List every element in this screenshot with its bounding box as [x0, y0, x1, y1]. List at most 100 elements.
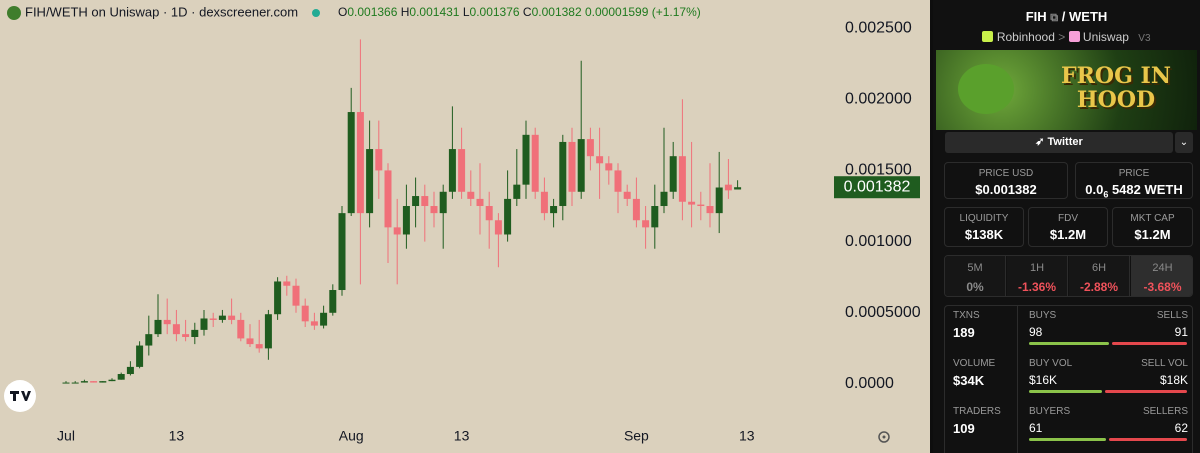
x-tick-label: 13: [169, 428, 185, 444]
banner: FROG IN HOOD: [936, 50, 1197, 130]
change: 0.00001599 (+1.17%): [585, 5, 701, 19]
dex-icon: [1068, 31, 1080, 42]
price-native: PRICE 0.06 5482 WETH: [1075, 162, 1193, 200]
last-price-box: [834, 176, 920, 199]
label: LIQUIDITY: [959, 213, 1009, 224]
label: 24H: [1152, 262, 1173, 274]
candle-body: [485, 206, 493, 221]
candle-body: [596, 156, 604, 164]
x-tick-label: Aug: [339, 428, 364, 444]
candle-body: [154, 319, 162, 335]
candle-body: [651, 206, 659, 228]
candle-body: [356, 112, 364, 214]
tab[interactable]: 1H -1.36%: [1007, 256, 1068, 296]
left-label: BUY VOL: [1029, 358, 1073, 369]
value: -1.36%: [1017, 280, 1057, 294]
ohlc: O0.001366 H0.001431 L0.001376 C0.001382 …: [338, 5, 701, 19]
candle-body: [292, 285, 300, 306]
value: -2.88%: [1079, 280, 1119, 294]
candle-body: [458, 149, 466, 192]
banner-line: FROG IN: [1061, 63, 1171, 89]
candle-body: [678, 156, 686, 202]
copy-icon[interactable]: ⧉: [1050, 12, 1059, 24]
price-usd: PRICE USD $0.001382: [944, 162, 1068, 199]
candle-body: [586, 139, 594, 157]
candle-body: [467, 191, 475, 199]
candle-body: [228, 315, 236, 320]
settings-icon[interactable]: [878, 431, 890, 443]
tabs: 5M 0% 1H -1.36% 6H -2.88% 24H -3.68%: [944, 255, 1193, 297]
ohlc-value: 0.001376: [470, 5, 520, 19]
banner-text: FROG IN HOOD: [1041, 64, 1191, 112]
y-tick-label: 0.002000: [845, 90, 912, 107]
candle-body: [421, 196, 429, 207]
candle-body: [494, 220, 502, 235]
label: 6H: [1091, 262, 1107, 274]
y-tick-label: 0.0005000: [845, 304, 921, 321]
metric: LIQUIDITY $138K: [944, 207, 1024, 247]
x-tick-label: 13: [739, 428, 755, 444]
tab[interactable]: 24H -3.68%: [1131, 256, 1192, 296]
candle-body: [117, 374, 125, 380]
pair-logo: [7, 6, 21, 20]
twitter-button[interactable]: ➶ Twitter: [945, 132, 1173, 153]
stat-label: VOLUME: [953, 358, 996, 369]
x-tick-label: 13: [454, 428, 470, 444]
dropdown[interactable]: ⌄: [1175, 132, 1193, 153]
candle-body: [706, 206, 714, 214]
y-tick-label: 0.0000: [845, 375, 894, 392]
candle-body: [632, 198, 640, 221]
candle-body: [320, 312, 328, 326]
candle-body: [310, 321, 318, 326]
candle-body: [264, 314, 272, 349]
candle-body: [366, 149, 374, 214]
candle-body: [329, 290, 337, 313]
dex[interactable]: Uniswap: [1082, 30, 1129, 44]
chart-header: FIH/WETH on Uniswap · 1D · dexscreener.c…: [25, 4, 298, 19]
x-tick-label: Jul: [57, 428, 75, 444]
sell-bar: [1108, 438, 1187, 441]
candle-body: [163, 319, 171, 325]
candle-body: [559, 141, 567, 207]
candle-body: [448, 149, 456, 192]
candle-body: [338, 213, 346, 291]
candle-body: [200, 318, 208, 330]
candle-body: [209, 318, 217, 320]
candle-body: [724, 184, 732, 191]
tab[interactable]: 6H -2.88%: [1069, 256, 1130, 296]
value: 0.06 5482 WETH: [1076, 182, 1192, 200]
candle-body: [191, 329, 199, 337]
settings-icon-dot: [882, 435, 886, 439]
buy-bar: [1029, 342, 1110, 345]
candle-body: [274, 281, 282, 315]
ohlc-value: 0.001431: [409, 5, 459, 19]
tv-logo[interactable]: [4, 380, 36, 412]
tab[interactable]: 5M 0%: [945, 256, 1006, 296]
value: $1.2M: [1049, 227, 1087, 242]
candle-body: [301, 305, 309, 322]
label: 5M: [967, 262, 983, 274]
value: $138K: [964, 227, 1004, 242]
candle-body: [218, 315, 226, 320]
tv-logo-mark: [10, 391, 31, 401]
status-dot: [312, 9, 320, 17]
candle-body: [255, 344, 263, 349]
value: $1.2M: [1134, 227, 1171, 242]
value: 0%: [966, 280, 984, 294]
left-label: BUYS: [1029, 310, 1057, 321]
sell-bar: [1104, 390, 1187, 393]
candle-body: [669, 156, 677, 192]
stats-divider: [1017, 305, 1018, 453]
candle-body: [642, 220, 650, 228]
buy-bar: [1029, 390, 1102, 393]
candle-body: [697, 204, 705, 207]
metric: MKT CAP $1.2M: [1112, 207, 1193, 247]
stat-label: TRADERS: [953, 406, 1001, 417]
route: Robinhood > Uniswap V3: [933, 30, 1200, 44]
candle-body: [430, 206, 438, 214]
candle-body: [623, 191, 631, 199]
right-value: 62: [1174, 421, 1188, 435]
chain[interactable]: Robinhood: [996, 30, 1055, 44]
ohlc-key: H: [401, 5, 410, 19]
ohlc-value: 0.001382: [532, 5, 582, 19]
